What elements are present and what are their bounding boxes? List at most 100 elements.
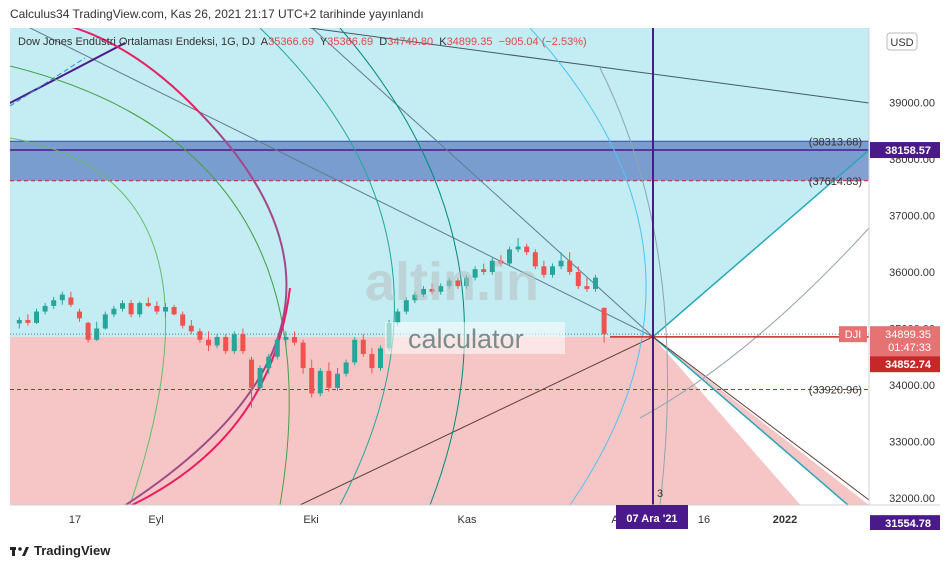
candle	[111, 305, 117, 318]
candle	[584, 277, 590, 292]
candle	[300, 339, 306, 374]
fan-line-brown	[652, 336, 869, 501]
candle-body	[601, 307, 607, 335]
chart-svg[interactable]: altin.in calculator (38313.68) (37614.83) (3…	[10, 28, 940, 530]
candle	[214, 334, 220, 349]
candle	[575, 266, 581, 289]
candle	[188, 320, 194, 335]
symbol-legend: Dow Jones Endüstri Ortalaması Endeksi, 1…	[18, 36, 587, 48]
candle-body	[111, 308, 117, 315]
candle-body	[283, 336, 289, 340]
candle-body	[567, 260, 573, 272]
candle-body	[593, 277, 598, 289]
x-tick-label: Eki	[303, 514, 318, 526]
candle-body	[550, 266, 555, 275]
candle-body	[266, 356, 272, 369]
candle	[412, 291, 418, 304]
resistance-band	[10, 141, 869, 181]
candle-body	[16, 320, 22, 324]
date-marker-badge-bg	[616, 505, 688, 529]
legend-title: Dow Jones Endüstri Ortalaması Endeksi, 1…	[18, 36, 256, 48]
candle-body	[532, 252, 538, 267]
candle	[68, 291, 74, 308]
candle	[464, 274, 469, 289]
candle	[77, 308, 82, 322]
gann-arc-4	[339, 28, 465, 505]
small-arc	[639, 227, 869, 419]
watermark-sub-bg	[385, 322, 565, 354]
candle	[257, 365, 263, 391]
candle-body	[429, 288, 435, 292]
candle-body	[317, 370, 323, 394]
candle-body	[369, 353, 375, 369]
candle-body	[137, 303, 143, 315]
gann-arc-3	[259, 28, 395, 505]
fan-line-diag-3	[299, 336, 654, 505]
candle-body	[489, 260, 495, 272]
candle-body	[360, 339, 366, 354]
tradingview-footer[interactable]: TradingView	[10, 543, 110, 558]
candle	[343, 359, 349, 377]
candle	[309, 359, 315, 398]
candle	[145, 297, 151, 308]
candle	[223, 334, 229, 354]
candle-body	[25, 320, 31, 323]
candle-body	[541, 266, 547, 275]
candle	[85, 321, 91, 343]
x-tick-label: Eyl	[148, 514, 163, 526]
candle	[352, 336, 358, 366]
currency-label: USD	[890, 37, 913, 49]
badge-34852-bg	[870, 356, 940, 373]
candle-body	[240, 334, 246, 352]
candle-body	[309, 368, 315, 394]
last-price-badge-bg	[870, 326, 940, 357]
candle-body	[77, 311, 82, 319]
badge-31554: 31554.78	[885, 518, 931, 530]
candle	[249, 356, 254, 408]
x-tick-label: A	[611, 514, 619, 526]
trend-line-dashed	[10, 57, 86, 107]
level-bracket-label: (37614.83)	[809, 176, 862, 188]
candle	[283, 331, 289, 346]
candle	[51, 296, 57, 309]
candle	[515, 238, 521, 253]
candle	[266, 353, 272, 374]
candle	[128, 300, 134, 318]
candle	[231, 331, 237, 354]
candle-body	[498, 260, 504, 264]
candle-body	[85, 322, 91, 340]
candle-body	[274, 339, 280, 357]
trend-line-top-left	[10, 42, 126, 104]
candle-body	[292, 336, 297, 343]
candle-body	[180, 314, 186, 326]
candle	[481, 263, 487, 275]
legend-low-value: 34749.80	[387, 36, 434, 48]
x-tick-label: 2022	[773, 514, 797, 526]
candle	[369, 348, 375, 374]
last-price-badge: 34899.35	[885, 329, 931, 341]
tradingview-logo-icon	[10, 546, 29, 556]
candle-body	[481, 269, 487, 272]
currency-box	[886, 32, 918, 51]
candle-body	[524, 246, 530, 253]
candle	[180, 311, 186, 329]
gann-arc-5	[529, 28, 647, 505]
candle-body	[59, 294, 65, 301]
chart-area[interactable]: altin.in calculator (38313.68) (37614.83) (3…	[10, 28, 940, 530]
badge-34852: 34852.74	[885, 359, 932, 371]
legend-low-label: D	[379, 36, 388, 48]
candle	[326, 362, 332, 392]
candle	[446, 277, 452, 289]
candle-body	[42, 305, 48, 312]
candle-body	[472, 269, 478, 278]
candle	[472, 266, 478, 281]
tradingview-logo-text: TradingView	[34, 543, 111, 558]
y-tick-label: 33000.00	[889, 437, 935, 449]
legend-high-label: Y	[319, 36, 328, 48]
level-bracket-label: (33920.96)	[809, 384, 862, 396]
candle-body	[438, 286, 444, 292]
fan-line-diag-2	[311, 28, 654, 338]
candle	[558, 252, 564, 270]
y-tick-label: 37000.00	[889, 211, 935, 223]
legend-change: −905.04 (−2.53%)	[498, 36, 587, 48]
